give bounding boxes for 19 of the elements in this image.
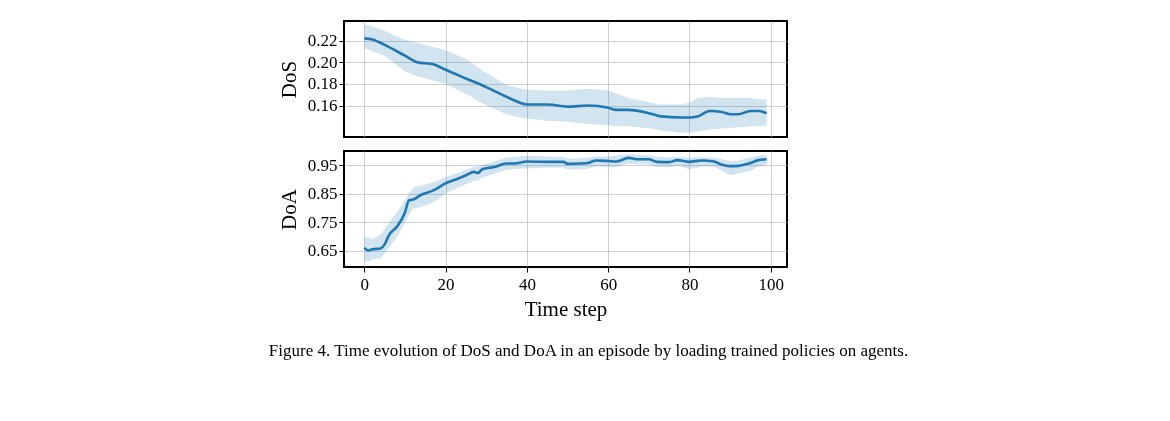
x-tick-label: 60 — [600, 274, 618, 294]
line-series — [363, 37, 768, 119]
y-tick-label: 0.75 — [307, 212, 338, 232]
y-tick-label: 0.95 — [307, 155, 338, 175]
y-tick-label: 0.22 — [307, 31, 338, 51]
x-tick-label: 40 — [518, 274, 536, 294]
y-tick-label: 0.65 — [307, 241, 338, 261]
x-tick-label: 0 — [360, 274, 370, 294]
x-tick-label: 80 — [681, 274, 699, 294]
y-axis-title: DoS — [276, 60, 301, 99]
x-axis-title: Time step — [524, 296, 608, 321]
y-tick-label: 0.20 — [307, 52, 338, 72]
y-tick-label: 0.18 — [307, 74, 338, 94]
x-tick-label: 20 — [437, 274, 455, 294]
caption: Figure 4. Time evolution of DoS and DoA in an episode by loading trained policies on agents. — [268, 341, 909, 360]
y-tick-label: 0.16 — [307, 96, 338, 116]
y-tick-label: 0.85 — [307, 184, 338, 204]
y-axis-title: DoA — [276, 188, 301, 230]
x-tick-label: 100 — [758, 274, 784, 294]
